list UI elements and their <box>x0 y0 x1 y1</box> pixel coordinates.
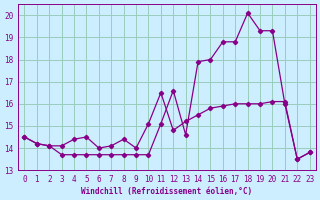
X-axis label: Windchill (Refroidissement éolien,°C): Windchill (Refroidissement éolien,°C) <box>82 187 252 196</box>
